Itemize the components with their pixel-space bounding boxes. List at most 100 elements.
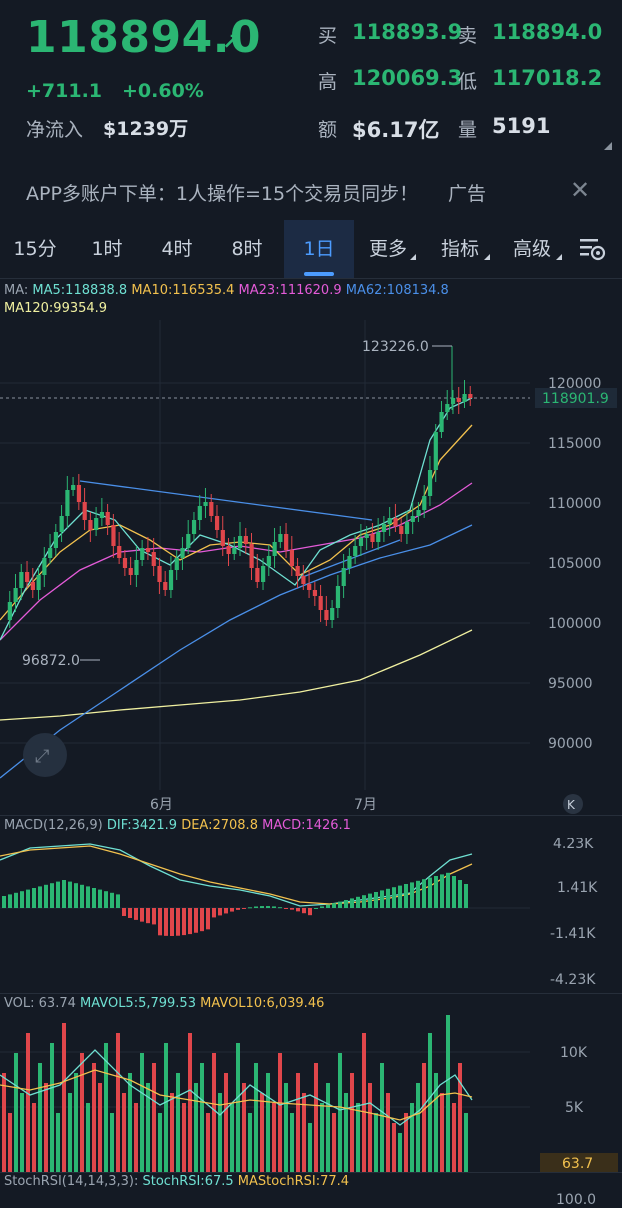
macd-bar: [266, 906, 270, 908]
macd-bar: [446, 872, 450, 908]
macd-bar: [98, 889, 102, 908]
macd-bar: [182, 908, 186, 936]
vol-current-tag-bg: [540, 1153, 618, 1173]
low-annotation: 96872.0: [22, 653, 80, 669]
volume-bar: [458, 1063, 462, 1173]
candle-body: [307, 584, 312, 590]
candle-body: [134, 560, 139, 575]
tab-advanced[interactable]: 高级: [512, 238, 551, 260]
ad-tag: 广告: [448, 183, 487, 205]
volume-chart[interactable]: 10K 5K 63.7: [0, 1015, 622, 1173]
macd-bar: [32, 888, 36, 908]
volume-bar: [440, 1093, 444, 1173]
macd-bar: [8, 894, 12, 908]
fullscreen-button[interactable]: [23, 733, 67, 777]
tab-indicators[interactable]: 指标: [440, 238, 479, 260]
close-icon[interactable]: ✕: [570, 176, 591, 204]
tab-4h[interactable]: 4时: [161, 238, 193, 260]
candle-body: [410, 516, 415, 522]
candle-body: [157, 566, 162, 582]
candle-body: [122, 558, 128, 568]
candle-body: [214, 516, 220, 530]
candle-body: [19, 572, 24, 588]
scroll-to-start-button[interactable]: [563, 794, 583, 814]
volume-bar: [98, 1083, 102, 1173]
macd-bar: [56, 881, 60, 908]
macd-y-tick: 1.41K: [557, 880, 598, 896]
macd-bar: [302, 908, 306, 914]
vol-legend: VOL: 63.74 MAVOL5:5,799.53 MAVOL10:6,039…: [4, 996, 324, 1011]
macd-bar: [26, 889, 30, 908]
volume-bar: [260, 1093, 264, 1173]
volume-bar: [104, 1043, 108, 1173]
low-label: 低: [458, 71, 478, 93]
collapse-corner-icon[interactable]: [604, 142, 612, 150]
macd-bar: [92, 888, 96, 908]
candle-body: [76, 485, 82, 502]
candle-body: [163, 582, 168, 590]
volume-bar: [320, 1103, 324, 1173]
macd-chart[interactable]: 4.23K 1.41K -1.41K -4.23K: [0, 838, 622, 994]
netflow-label: 净流入: [26, 119, 84, 141]
advanced-dropdown-icon: [556, 254, 562, 260]
volume-bar: [128, 1073, 132, 1173]
macd-bar: [62, 880, 66, 908]
tab-1h[interactable]: 1时: [91, 238, 123, 260]
macd-bar: [134, 908, 138, 920]
candle-body: [381, 524, 387, 532]
candle-body: [353, 546, 358, 556]
last-price: 118894.0: [26, 12, 262, 63]
volume-bar: [164, 1043, 168, 1173]
candle-body: [416, 510, 421, 516]
volume-bar: [38, 1063, 42, 1173]
candle-body: [168, 570, 174, 590]
ma5-line: [0, 397, 473, 641]
ad-banner-text[interactable]: APP多账户下单：1人操作=15个交易员同步！: [26, 183, 419, 205]
mavol10-value: MAVOL10:6,039.46: [200, 996, 325, 1011]
volume-bar: [170, 1093, 174, 1173]
candle-body: [272, 542, 277, 556]
stochrsi-value: StochRSI:67.5: [142, 1174, 234, 1189]
tab-more[interactable]: 更多: [368, 238, 407, 260]
expand-arrows-icon: ⤢: [35, 746, 50, 767]
ma23-value: MA23:111620.9: [238, 283, 342, 298]
candlestick-chart[interactable]: 123226.0 96872.0 120000 115000 110000 10…: [0, 320, 622, 815]
candle-body: [399, 526, 404, 534]
vol-y-tick: 5K: [565, 1100, 584, 1116]
macd-bar: [194, 908, 198, 933]
sell-value: 118894.0: [492, 20, 603, 44]
chart-settings-icon[interactable]: [578, 236, 608, 262]
volume-bar: [326, 1083, 330, 1173]
candle-body: [191, 520, 197, 534]
candle-body: [197, 506, 202, 520]
candle-body: [243, 536, 248, 544]
tab-15m[interactable]: 15分: [13, 238, 57, 260]
volume-bar: [44, 1083, 48, 1173]
volume-bar: [290, 1113, 294, 1173]
volume-bar: [74, 1073, 78, 1173]
candle-body: [145, 548, 151, 552]
volume-bar: [416, 1083, 420, 1173]
macd-bar: [2, 896, 6, 908]
volume-bars: [2, 1015, 468, 1173]
candle-body: [393, 518, 398, 526]
macd-bar: [284, 908, 288, 909]
candle-body: [422, 496, 427, 510]
volume-bar: [302, 1093, 306, 1173]
volume-bar: [272, 1103, 276, 1173]
volume-bar: [248, 1113, 252, 1173]
volume-bar: [212, 1053, 216, 1173]
tab-8h[interactable]: 8时: [231, 238, 263, 260]
volume-bar: [368, 1083, 372, 1173]
macd-histogram: [2, 872, 468, 936]
macd-bar: [332, 903, 336, 908]
volume-bar: [50, 1043, 54, 1173]
candle-body: [174, 558, 179, 570]
volume-value: 5191: [492, 114, 551, 138]
macd-bar: [272, 906, 276, 908]
ma120-value: MA120:99354.9: [4, 301, 108, 316]
macd-bar: [374, 892, 378, 908]
indicators-dropdown-icon: [484, 254, 490, 260]
volume-bar: [386, 1093, 390, 1173]
tab-1d[interactable]: 1日: [284, 220, 354, 278]
